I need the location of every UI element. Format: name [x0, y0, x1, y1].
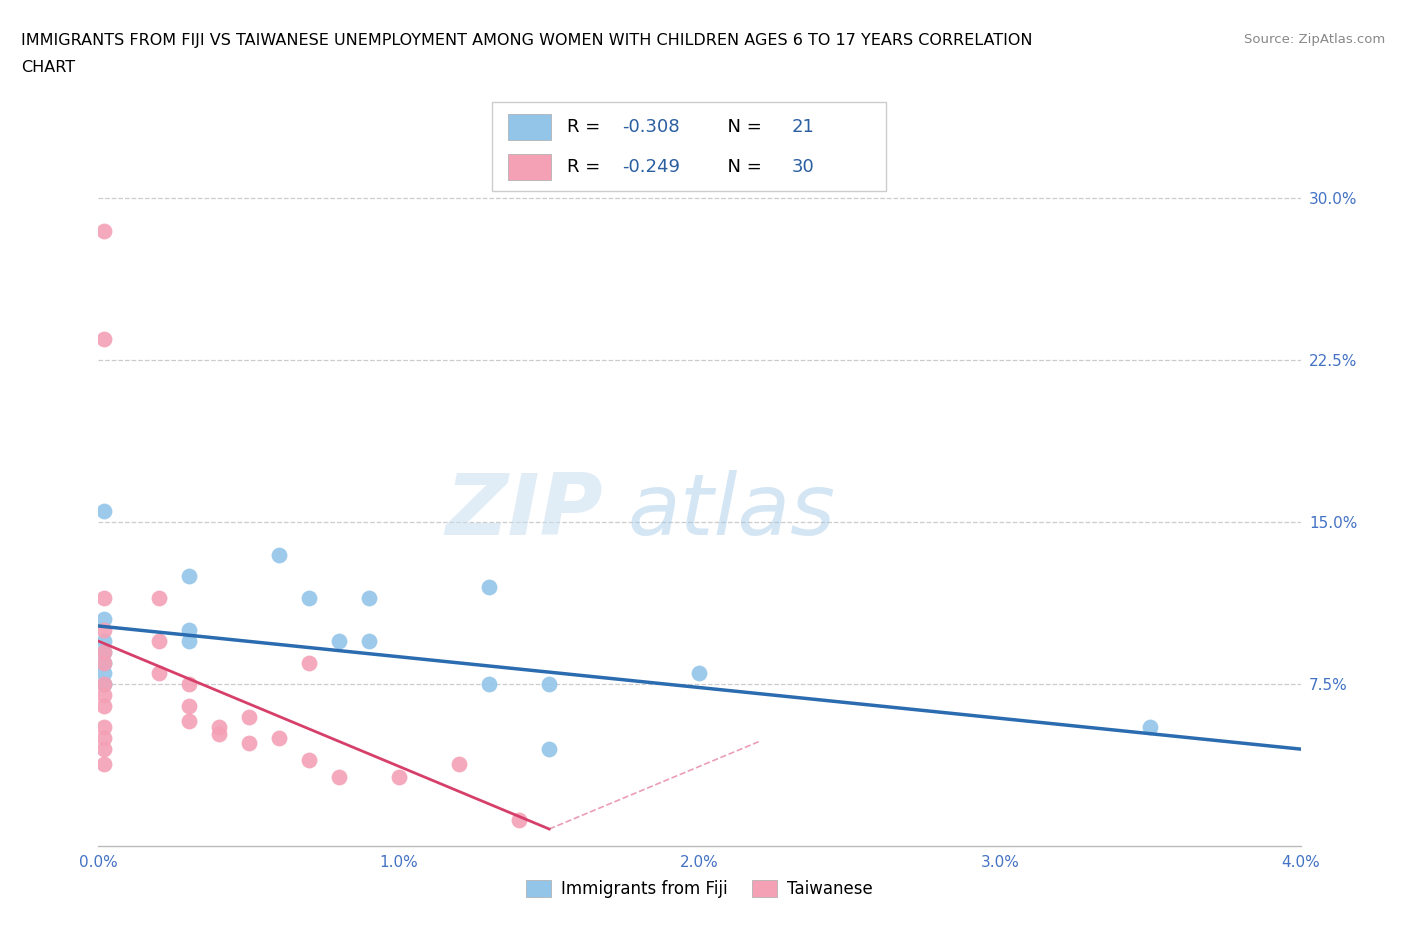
Point	[93, 331, 115, 346]
Point	[388, 770, 411, 785]
Text: ZIP: ZIP	[446, 470, 603, 553]
Point	[328, 633, 350, 648]
Point	[148, 633, 170, 648]
Bar	[508, 113, 551, 140]
Point	[93, 687, 115, 702]
FancyBboxPatch shape	[492, 102, 886, 191]
Point	[238, 736, 260, 751]
Point	[357, 591, 380, 605]
Text: R =: R =	[567, 158, 606, 176]
Point	[478, 579, 501, 594]
Text: N =: N =	[717, 118, 768, 136]
Point	[93, 656, 115, 671]
Point	[267, 731, 290, 746]
Text: R =: R =	[567, 118, 606, 136]
Point	[267, 547, 290, 562]
Text: -0.249: -0.249	[621, 158, 681, 176]
Point	[298, 656, 321, 671]
Point	[93, 677, 115, 692]
Point	[177, 623, 200, 638]
Text: CHART: CHART	[21, 60, 75, 75]
Point	[93, 698, 115, 713]
Point	[208, 726, 231, 741]
Point	[93, 656, 115, 671]
Text: 30: 30	[792, 158, 814, 176]
Legend: Immigrants from Fiji, Taiwanese: Immigrants from Fiji, Taiwanese	[519, 873, 880, 905]
Point	[93, 223, 115, 238]
Text: -0.308: -0.308	[621, 118, 679, 136]
Point	[538, 677, 561, 692]
Point	[538, 741, 561, 756]
Point	[177, 677, 200, 692]
Point	[148, 666, 170, 681]
Text: 21: 21	[792, 118, 814, 136]
Point	[1139, 720, 1161, 735]
Point	[328, 770, 350, 785]
Text: IMMIGRANTS FROM FIJI VS TAIWANESE UNEMPLOYMENT AMONG WOMEN WITH CHILDREN AGES 6 : IMMIGRANTS FROM FIJI VS TAIWANESE UNEMPL…	[21, 33, 1032, 47]
Point	[357, 633, 380, 648]
Point	[93, 677, 115, 692]
Point	[208, 720, 231, 735]
Point	[689, 666, 711, 681]
Text: Source: ZipAtlas.com: Source: ZipAtlas.com	[1244, 33, 1385, 46]
Text: atlas: atlas	[627, 470, 835, 553]
Point	[93, 612, 115, 627]
Bar	[508, 153, 551, 180]
Point	[93, 633, 115, 648]
Point	[93, 741, 115, 756]
Point	[177, 633, 200, 648]
Point	[148, 591, 170, 605]
Point	[93, 591, 115, 605]
Point	[93, 731, 115, 746]
Point	[93, 623, 115, 638]
Point	[298, 591, 321, 605]
Point	[93, 644, 115, 659]
Point	[447, 757, 470, 772]
Point	[93, 504, 115, 519]
Point	[93, 644, 115, 659]
Point	[93, 720, 115, 735]
Point	[177, 713, 200, 728]
Point	[93, 757, 115, 772]
Point	[177, 569, 200, 584]
Text: N =: N =	[717, 158, 768, 176]
Point	[93, 666, 115, 681]
Point	[298, 752, 321, 767]
Point	[177, 698, 200, 713]
Point	[508, 813, 530, 828]
Point	[238, 710, 260, 724]
Point	[478, 677, 501, 692]
